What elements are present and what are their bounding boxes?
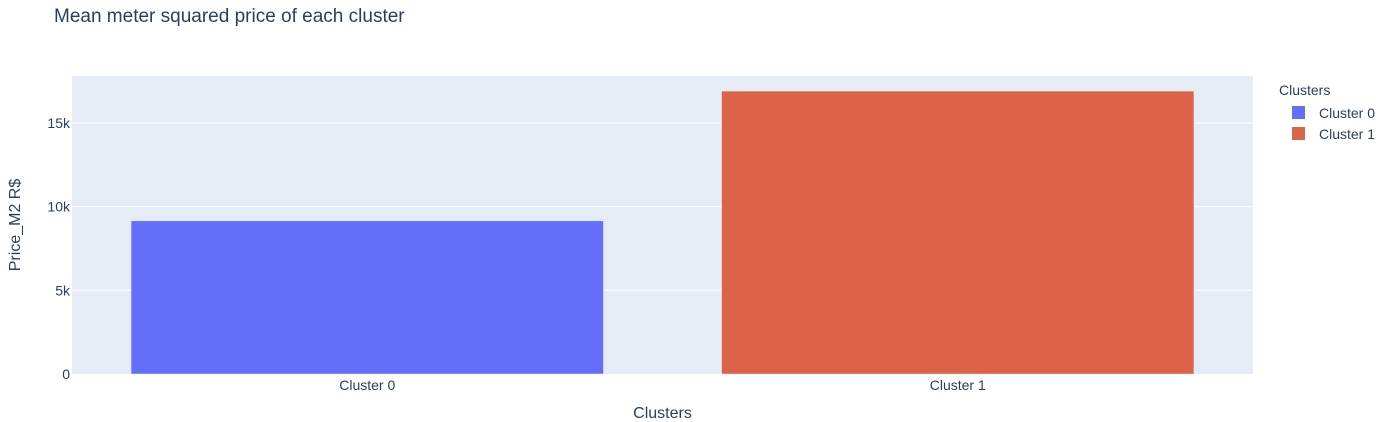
y-axis-ticks: 0 5k 10k 15k [47, 115, 71, 382]
bars [130, 90, 1195, 375]
x-axis-title: Clusters [633, 405, 692, 422]
chart-title: Mean meter squared price of each cluster [54, 6, 405, 27]
y-axis-title: Price_M2 R$ [7, 179, 24, 272]
legend-items: Cluster 0 Cluster 1 [1280, 102, 1395, 144]
y-tick-label: 5k [55, 282, 71, 298]
y-tick-label: 10k [47, 199, 71, 215]
legend-swatch [1292, 127, 1305, 140]
legend-title: Clusters [1279, 82, 1331, 98]
x-tick-label: Cluster 1 [930, 377, 986, 393]
legend-label: Cluster 0 [1319, 104, 1376, 121]
x-axis-ticks: Cluster 0 Cluster 1 [339, 377, 986, 393]
legend-swatch [1292, 106, 1305, 119]
legend-label: Cluster 1 [1319, 125, 1376, 142]
bar-cluster-1[interactable] [721, 90, 1195, 375]
x-tick-label: Cluster 0 [339, 377, 395, 393]
bar-cluster-0[interactable] [130, 220, 604, 375]
legend-item-cluster-0[interactable]: Cluster 0 [1280, 102, 1395, 123]
y-tick-label: 0 [62, 366, 70, 382]
legend: Clusters Cluster 0 Cluster 1 [1279, 82, 1395, 144]
legend-item-cluster-1[interactable]: Cluster 1 [1280, 123, 1395, 144]
y-tick-label: 15k [47, 115, 71, 131]
